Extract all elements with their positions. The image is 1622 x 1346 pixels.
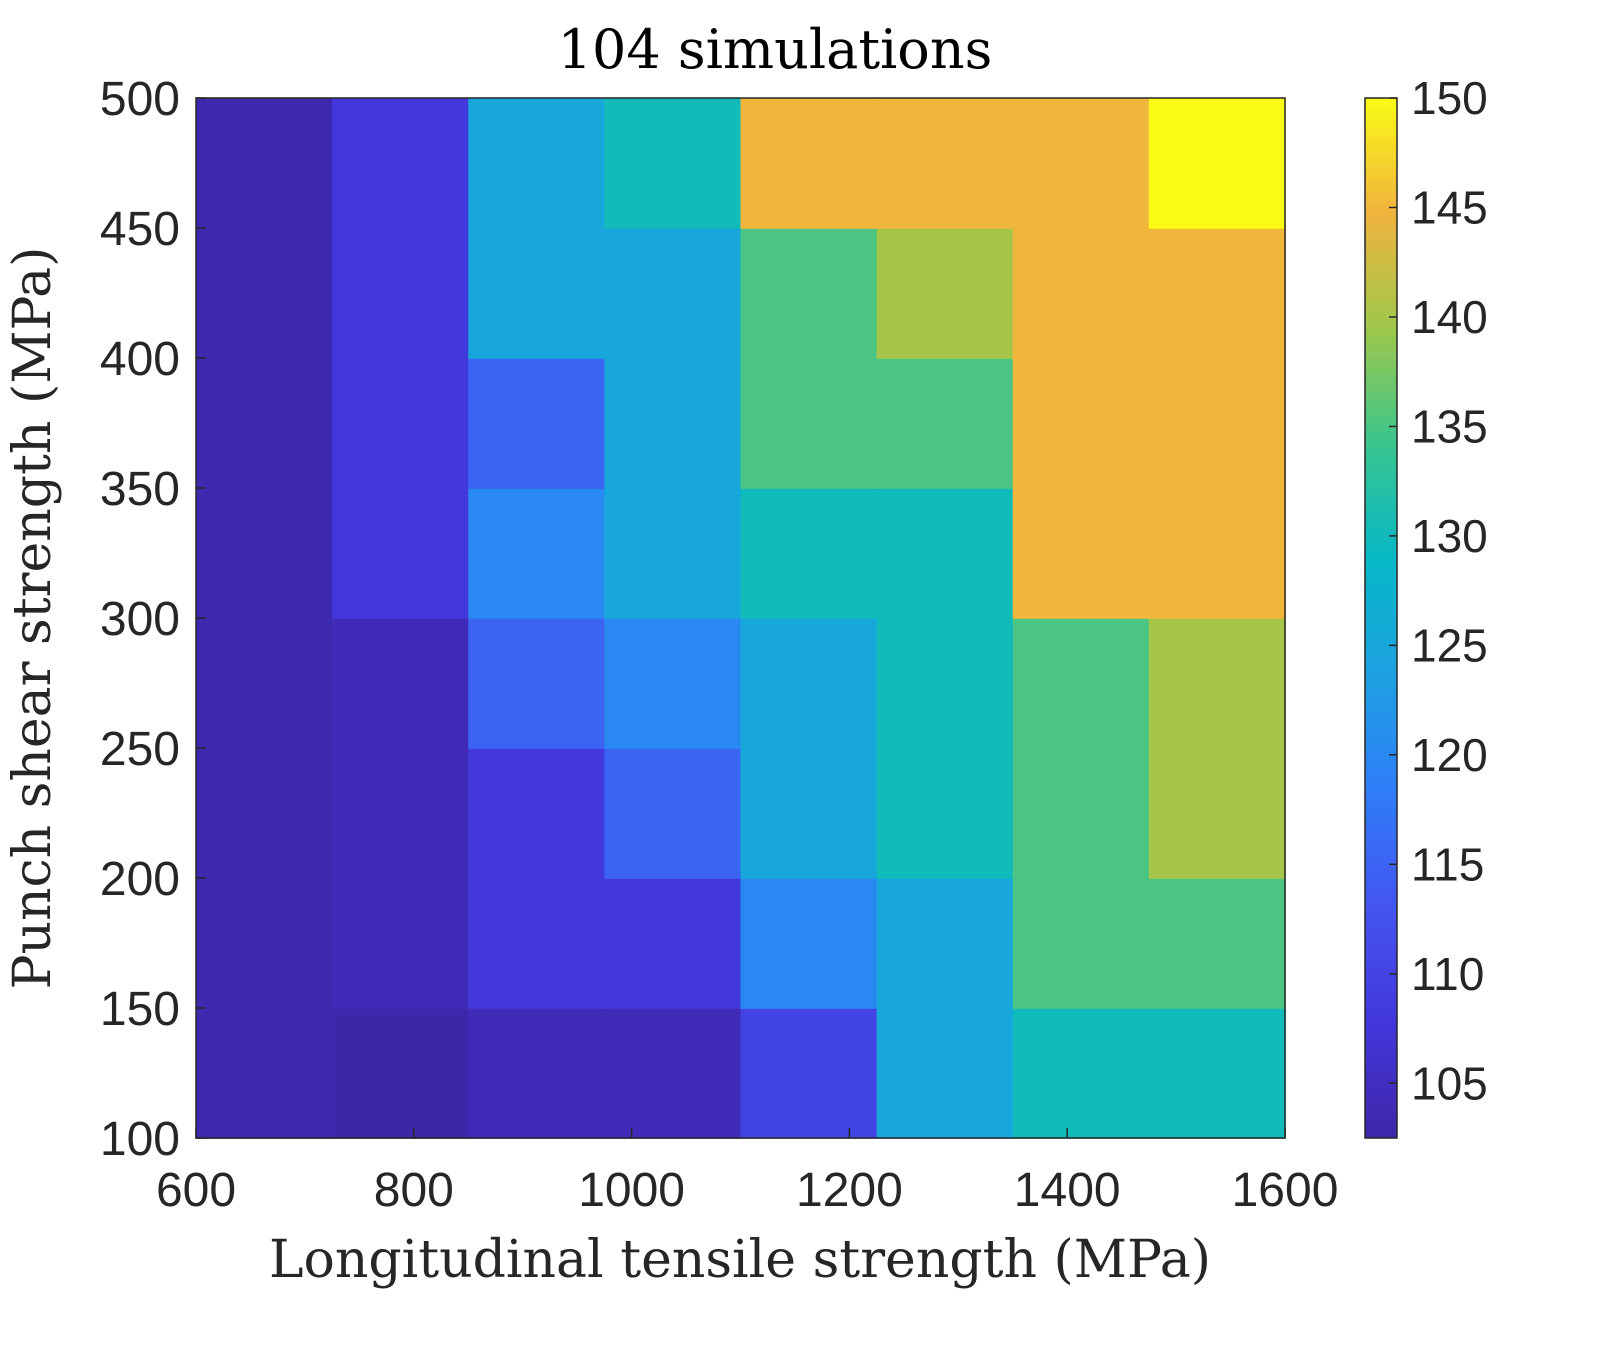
heatmap-cell	[876, 878, 1014, 1009]
heatmap-cell	[740, 748, 878, 879]
heatmap-cell	[740, 618, 878, 749]
heatmap-cell	[604, 228, 742, 359]
colorbar-ticks: 105 110 115 120 125 130 135 140 145 150	[1389, 72, 1488, 1109]
heatmap-cell	[196, 488, 333, 619]
heatmap-cell	[196, 98, 333, 229]
heatmap-cell	[1012, 488, 1150, 619]
heatmap-cell	[1012, 358, 1150, 489]
heatmap-cell	[1012, 748, 1150, 879]
heatmap-cell	[468, 1008, 606, 1139]
heatmap-cell	[196, 1008, 333, 1139]
heatmap-cell	[876, 358, 1014, 489]
heatmap-cell	[740, 878, 878, 1009]
chart-title: 104 simulations	[558, 18, 993, 81]
heatmap-cell	[1148, 748, 1286, 879]
heatmap-cell	[1148, 98, 1286, 229]
y-tick-label: 450	[100, 203, 180, 256]
heatmap-cell	[604, 358, 742, 489]
y-tick-label: 150	[100, 983, 180, 1036]
heatmap-cell	[1148, 488, 1286, 619]
heatmap-cell	[604, 878, 742, 1009]
x-tick-label: 600	[156, 1164, 236, 1217]
heatmap-cell	[332, 618, 470, 749]
heatmap-cell	[740, 1008, 878, 1139]
heatmap-cell	[468, 358, 606, 489]
heatmap-cell	[740, 228, 878, 359]
heatmap-cell	[876, 618, 1014, 749]
heatmap-cell	[196, 878, 333, 1009]
heatmap-cell	[1148, 1008, 1286, 1139]
heatmap-cells	[196, 98, 1286, 1139]
y-tick-label: 250	[100, 723, 180, 776]
x-axis-ticks: 600 800 1000 1200 1400 1600	[156, 1128, 1338, 1217]
heatmap-cell	[1012, 228, 1150, 359]
x-axis-label: Longitudinal tensile strength (MPa)	[269, 1230, 1211, 1290]
colorbar-tick-label: 105	[1411, 1057, 1488, 1109]
heatmap-cell	[1148, 618, 1286, 749]
heatmap-cell	[876, 1008, 1014, 1139]
colorbar-tick-label: 145	[1411, 181, 1488, 233]
heatmap-cell	[332, 488, 470, 619]
heatmap-cell	[468, 618, 606, 749]
heatmap-cell	[604, 98, 742, 229]
heatmap-cell	[332, 358, 470, 489]
y-tick-label: 400	[100, 333, 180, 386]
heatmap-cell	[332, 98, 470, 229]
x-tick-label: 1200	[796, 1164, 903, 1217]
colorbar-tick-label: 115	[1411, 838, 1484, 890]
heatmap-cell	[196, 358, 333, 489]
heatmap-cell	[1012, 878, 1150, 1009]
heatmap-cell	[332, 228, 470, 359]
heatmap-cell	[1012, 618, 1150, 749]
heatmap-cell	[196, 618, 333, 749]
heatmap-cell	[332, 1008, 470, 1139]
colorbar-tick-label: 120	[1411, 729, 1488, 781]
heatmap-cell	[332, 748, 470, 879]
y-tick-label: 350	[100, 463, 180, 516]
heatmap-cell	[876, 228, 1014, 359]
heatmap-cell	[604, 748, 742, 879]
colorbar-tick-label: 125	[1411, 619, 1488, 671]
heatmap-cell	[468, 98, 606, 229]
x-tick-label: 800	[374, 1164, 454, 1217]
heatmap-cell	[604, 488, 742, 619]
heatmap-cell	[1148, 878, 1286, 1009]
heatmap-cell	[1148, 228, 1286, 359]
heatmap-cell	[468, 748, 606, 879]
y-axis-label: Punch shear strength (MPa)	[3, 247, 63, 990]
colorbar-tick-label: 130	[1411, 510, 1488, 562]
heatmap-cell	[740, 488, 878, 619]
heatmap-cell	[468, 878, 606, 1009]
x-tick-label: 1600	[1232, 1164, 1339, 1217]
y-tick-label: 300	[100, 593, 180, 646]
y-tick-label: 200	[100, 853, 180, 906]
heatmap-cell	[740, 358, 878, 489]
heatmap-cell	[604, 618, 742, 749]
heatmap-cell	[1148, 358, 1286, 489]
colorbar-tick-label: 110	[1411, 948, 1484, 1000]
heatmap-cell	[468, 228, 606, 359]
colorbar-tick-label: 150	[1411, 72, 1488, 124]
colorbar	[1364, 97, 1398, 1139]
heatmap-cell	[196, 748, 333, 879]
y-axis-ticks: 100 150 200 250 300 350 400 450 500	[100, 73, 206, 1166]
heatmap-cell	[332, 878, 470, 1009]
heatmap-cell	[1012, 1008, 1150, 1139]
heatmap-cell	[876, 488, 1014, 619]
heatmap-cell	[468, 488, 606, 619]
heatmap-cell	[876, 98, 1014, 229]
heatmap-cell	[740, 98, 878, 229]
colorbar-tick-label: 135	[1411, 400, 1488, 452]
heatmap-cell	[876, 748, 1014, 879]
heatmap-cell	[196, 228, 333, 359]
heatmap-cell	[604, 1008, 742, 1139]
heatmap-cell	[1012, 98, 1150, 229]
y-tick-label: 100	[100, 1113, 180, 1166]
x-tick-label: 1400	[1014, 1164, 1121, 1217]
y-tick-label: 500	[100, 73, 180, 126]
colorbar-tick-label: 140	[1411, 291, 1488, 343]
x-tick-label: 1000	[578, 1164, 685, 1217]
